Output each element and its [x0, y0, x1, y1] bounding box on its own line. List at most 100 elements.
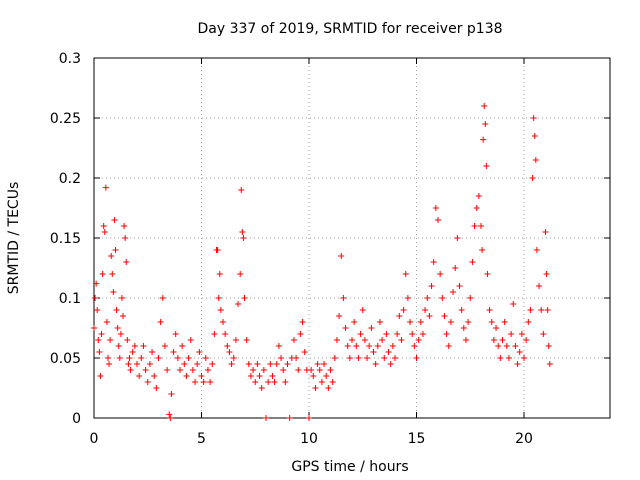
data-point — [131, 343, 138, 349]
x-tick-label: 5 — [197, 431, 206, 447]
data-points — [91, 103, 553, 421]
data-point — [383, 331, 390, 337]
data-point — [439, 295, 446, 301]
y-tick-label: 0.1 — [59, 291, 81, 307]
data-point — [92, 295, 99, 301]
data-point — [417, 319, 424, 325]
data-point — [530, 115, 537, 121]
data-point — [200, 379, 207, 385]
data-point — [214, 247, 221, 253]
data-point — [204, 367, 211, 373]
data-point — [469, 259, 476, 265]
x-tick-label: 20 — [515, 431, 533, 447]
data-point — [312, 385, 319, 391]
data-point — [482, 121, 489, 127]
data-point — [224, 343, 231, 349]
data-point — [273, 361, 280, 367]
data-point — [240, 235, 247, 241]
data-point — [207, 379, 214, 385]
data-point — [192, 379, 199, 385]
data-point — [336, 313, 343, 319]
data-point — [232, 337, 239, 343]
data-point — [295, 367, 302, 373]
data-point — [168, 391, 175, 397]
data-point — [542, 229, 549, 235]
data-point — [422, 307, 429, 313]
data-point — [129, 349, 136, 355]
data-point — [230, 355, 237, 361]
data-point — [538, 307, 545, 313]
data-point — [340, 295, 347, 301]
data-point — [278, 355, 285, 361]
data-point — [187, 337, 194, 343]
data-point — [239, 229, 246, 235]
data-point — [480, 136, 487, 143]
data-point — [189, 367, 196, 373]
data-point — [198, 373, 205, 379]
data-point — [452, 265, 459, 271]
axis-ticks — [93, 57, 610, 419]
data-point — [518, 331, 525, 337]
data-point — [338, 253, 345, 259]
data-point — [458, 307, 465, 313]
data-point — [144, 379, 151, 385]
data-point — [483, 163, 490, 169]
data-point — [353, 343, 360, 349]
data-point — [243, 337, 250, 343]
x-axis-label: GPS time / hours — [291, 459, 408, 475]
data-point — [503, 343, 510, 349]
data-point — [235, 301, 242, 307]
data-point — [260, 367, 267, 373]
data-point — [488, 319, 495, 325]
y-tick-label: 0.3 — [59, 51, 81, 67]
data-point — [166, 411, 173, 418]
data-point — [394, 331, 401, 337]
data-point — [385, 349, 392, 355]
data-point — [123, 259, 130, 265]
data-point — [164, 367, 171, 373]
data-point — [228, 361, 235, 367]
data-point — [134, 361, 140, 367]
data-point — [118, 295, 125, 301]
data-point — [250, 367, 257, 373]
data-point — [454, 235, 461, 241]
data-point — [102, 184, 109, 191]
data-point — [265, 379, 272, 385]
data-point — [237, 271, 244, 277]
x-tick-labels: 0 5 10 15 20 — [90, 431, 533, 447]
data-point — [415, 337, 422, 343]
data-point — [361, 337, 368, 343]
data-point — [155, 355, 162, 361]
data-point — [445, 343, 452, 349]
data-point — [521, 355, 527, 361]
data-point — [435, 217, 441, 223]
data-point — [120, 313, 127, 319]
data-point — [396, 313, 403, 319]
data-point — [331, 355, 338, 361]
data-point — [116, 355, 123, 361]
data-point — [323, 373, 330, 379]
data-point — [238, 187, 245, 193]
data-point — [104, 355, 111, 361]
data-point — [91, 325, 97, 331]
data-point — [411, 343, 418, 349]
data-point — [486, 307, 493, 313]
data-point — [359, 307, 366, 313]
data-point — [126, 355, 133, 361]
data-point — [370, 349, 377, 355]
data-point — [267, 361, 274, 367]
y-tick-labels: 0 0.05 0.1 0.15 0.2 0.25 0.3 — [50, 51, 81, 427]
data-point — [467, 295, 474, 301]
data-point — [316, 367, 323, 373]
data-point — [106, 361, 113, 367]
data-point — [366, 343, 373, 349]
data-point — [280, 367, 287, 373]
data-point — [508, 331, 515, 337]
chart-title: Day 337 of 2019, SRMTID for receiver p13… — [197, 21, 502, 37]
data-point — [450, 289, 457, 295]
data-point — [310, 373, 317, 379]
data-point — [501, 319, 508, 325]
data-point — [142, 367, 149, 373]
data-point — [441, 313, 448, 319]
